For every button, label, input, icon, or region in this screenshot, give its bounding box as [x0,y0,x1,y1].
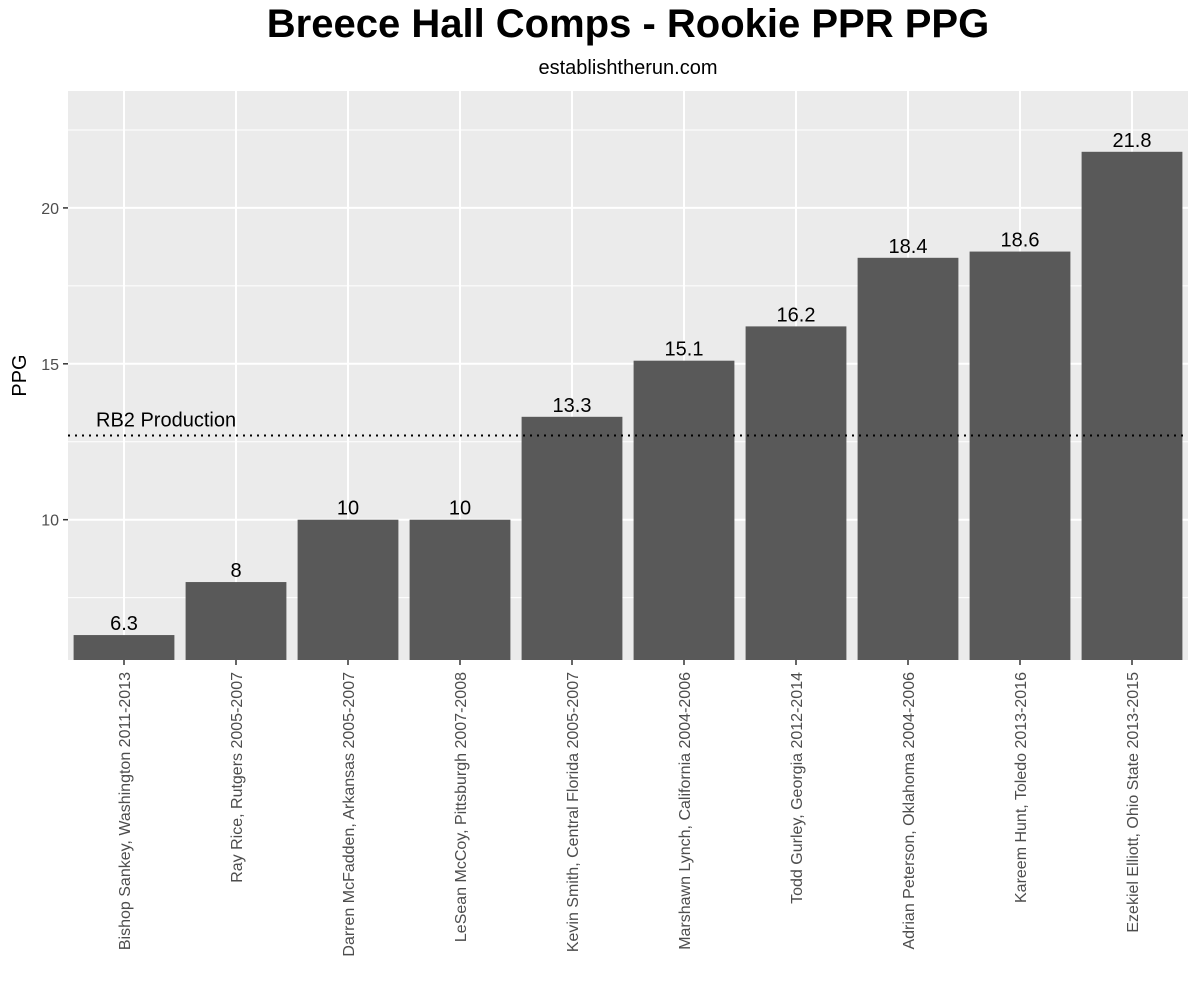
bar-value-label: 6.3 [110,613,138,635]
chart-subtitle: establishtherun.com [538,57,718,79]
y-tick-label: 10 [41,513,59,530]
x-tick-label: Adrian Peterson, Oklahoma 2004-2006 [901,672,918,950]
bar-value-label: 16.2 [777,304,816,326]
bar [409,519,511,660]
bar-value-label: 15.1 [665,339,704,361]
x-tick-label: Marshawn Lynch, California 2004-2006 [677,672,694,950]
x-tick-label: Kevin Smith, Central Florida 2005-2007 [565,672,582,952]
bar [297,519,399,660]
bar-value-label: 13.3 [553,395,592,417]
bar-value-label: 10 [449,498,471,520]
x-tick-label: Ray Rice, Rutgers 2005-2007 [229,672,246,883]
bar-value-label: 10 [337,498,359,520]
bar [185,582,287,660]
bar-value-label: 18.4 [889,236,928,258]
y-tick-label: 15 [41,357,59,374]
chart-title: Breece Hall Comps - Rookie PPR PPG [266,2,990,46]
bar [521,416,623,660]
x-tick-label: Todd Gurley, Georgia 2012-2014 [789,672,806,904]
bar [745,326,847,660]
bar [969,251,1071,660]
bar-value-label: 21.8 [1113,130,1152,152]
x-tick-label: Darren McFadden, Arkansas 2005-2007 [341,672,358,957]
rb2-reference-label: RB2 Production [96,410,236,432]
x-tick-label: LeSean McCoy, Pittsburgh 2007-2008 [453,672,470,942]
bar [73,635,175,660]
y-axis: 10 15 20 [41,201,68,530]
bar-value-label: 18.6 [1001,230,1040,252]
bar-value-label: 8 [230,560,241,582]
x-tick-label: Ezekiel Elliott, Ohio State 2013-2015 [1125,672,1142,933]
x-tick-label: Bishop Sankey, Washington 2011-2013 [117,672,134,950]
bar-value-labels: 6.3 8 10 10 13.3 15.1 16.2 18.4 18.6 21.8 [110,130,1151,635]
bars [73,151,1183,661]
y-tick-label: 20 [41,201,59,218]
bar [857,257,959,660]
x-tick-label: Kareem Hunt, Toledo 2013-2016 [1013,672,1030,903]
bar [1081,151,1183,661]
y-axis-title: PPG [9,354,31,396]
bar [633,360,735,660]
x-axis: Bishop Sankey, Washington 2011-2013 Ray R… [117,660,1142,957]
